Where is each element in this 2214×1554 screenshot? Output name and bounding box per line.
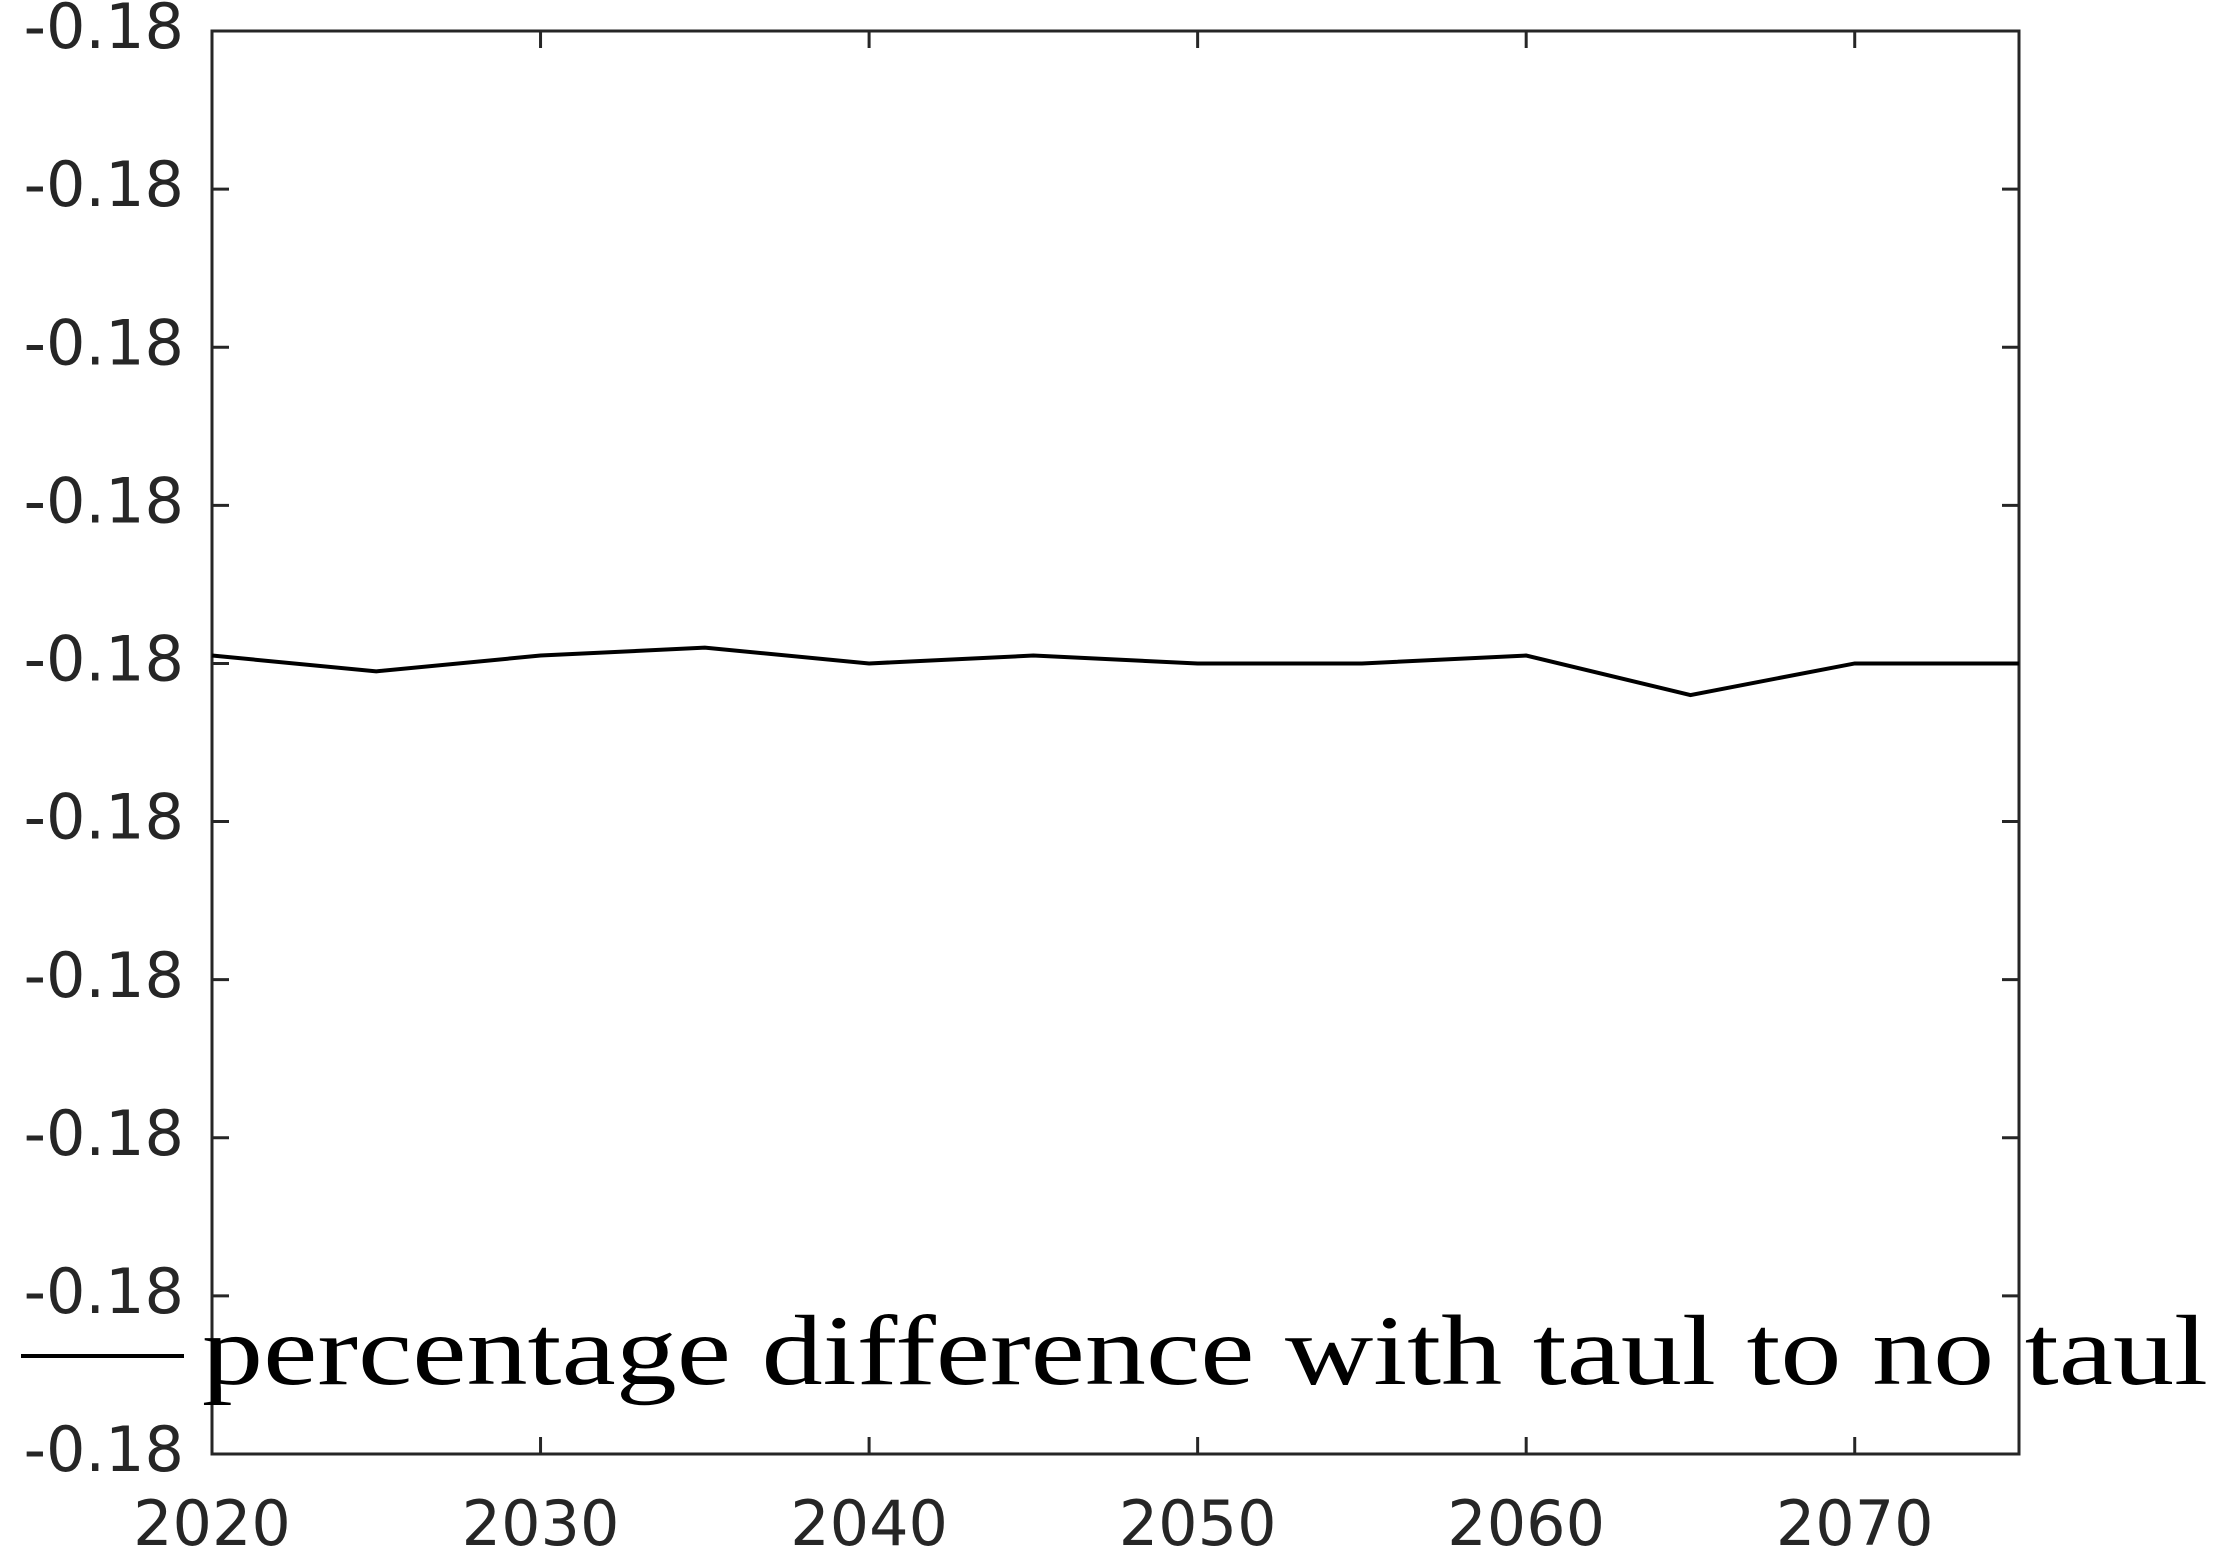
y-tick-label: -0.18	[24, 781, 184, 854]
plot-frame	[210, 29, 2021, 1456]
x-tick-label: 2030	[462, 1487, 620, 1554]
y-tick-label: -0.18	[24, 1097, 184, 1170]
legend-label: percentage difference with taul to no ta…	[202, 1295, 2208, 1406]
x-tick-label: 2050	[1119, 1487, 1277, 1554]
y-tick-label: -0.18	[24, 0, 184, 63]
y-tick-label: -0.18	[24, 464, 184, 537]
x-tick-label: 2020	[133, 1487, 291, 1554]
y-tick-label: -0.18	[24, 1413, 184, 1486]
x-tick-label: 2040	[790, 1487, 948, 1554]
x-tick-label: 2060	[1447, 1487, 1605, 1554]
y-tick-label: -0.18	[24, 148, 184, 221]
y-tick-label: -0.18	[24, 939, 184, 1012]
y-tick-label: -0.18	[24, 623, 184, 696]
x-tick-label: 2070	[1776, 1487, 1934, 1554]
line	[211, 645, 2019, 698]
y-tick-label: -0.18	[24, 306, 184, 379]
y-tick-label: -0.18	[24, 1255, 184, 1328]
